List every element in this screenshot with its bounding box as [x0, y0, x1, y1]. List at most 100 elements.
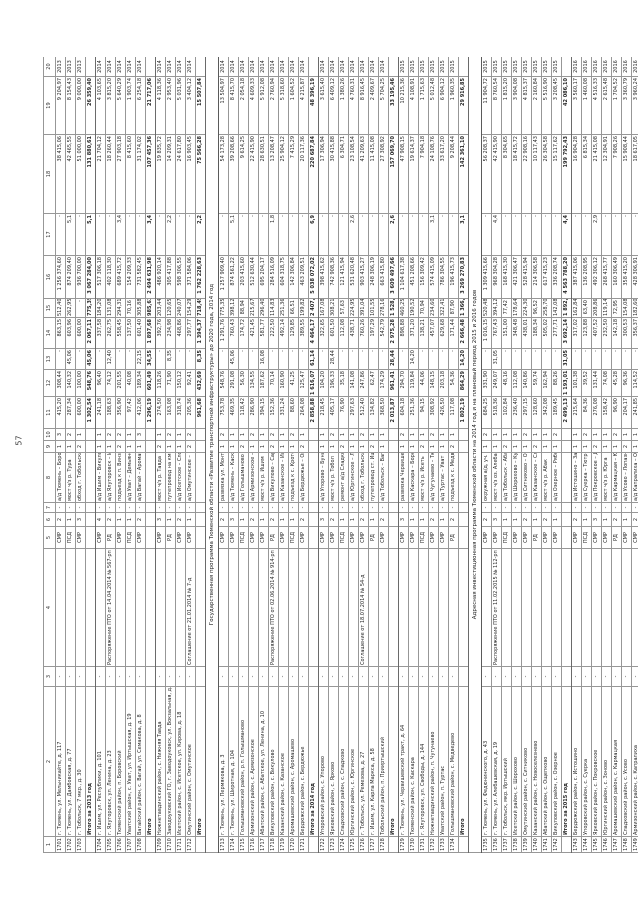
table-cell: - [105, 502, 116, 513]
table-cell: РД [368, 526, 379, 549]
table-cell: - [75, 348, 86, 370]
table-cell: 13 208,47 [268, 134, 279, 214]
table-cell: 558,45 [115, 317, 126, 349]
table-cell: 2015 [408, 57, 419, 77]
table-cell: 19 614,37 [408, 134, 419, 214]
table-cell: 2,6 [348, 213, 359, 256]
table-cell: 2 [185, 428, 196, 441]
table-cell [308, 526, 319, 549]
table-cell: 1 [521, 440, 532, 453]
table-cell: 874 209,40 [65, 255, 76, 299]
table-row: 1709 Нижнетавдинский район, с. Нижняя Тав… [155, 57, 166, 853]
table-cell: 17 306,94 [318, 134, 329, 214]
table-cell: 171,44 [448, 317, 459, 349]
table-cell: Викуловский район, с. Викулово [268, 686, 279, 837]
table-cell: развязка Червишевского тр. [398, 452, 409, 503]
table-cell: - [135, 213, 146, 256]
table-cell: г. Ишим, ул. Карла Маркса, д. 58 [368, 686, 379, 837]
subtotal-row: Итого за 2013 год 1 302,54 548,76 45,06 2 06… [85, 57, 96, 853]
table-cell: 2 [398, 428, 409, 441]
table-cell: а/д Тобольск – Вагай [378, 452, 389, 503]
table-cell: - [418, 666, 429, 687]
table-cell: 398,12 [228, 298, 239, 318]
table-cell: 203,18 [438, 369, 449, 397]
table-cell: 114,83 [268, 298, 279, 318]
table-cell: 148,15 [428, 369, 439, 397]
table-cell: 1 [631, 428, 638, 441]
table-cell: - [348, 348, 359, 370]
table-cell [458, 452, 469, 503]
table-cell: 898,88 [398, 317, 409, 349]
table-cell: - [248, 666, 259, 687]
table-cell: 402 118,30 [105, 255, 116, 299]
table-cell: - [448, 213, 459, 256]
table-row: 1730 Тюменский район, с. Каскара - СМР 1- а/д… [408, 57, 419, 853]
table-cell: 182,60 [631, 298, 638, 318]
table-cell: 1 960,35 [448, 76, 459, 135]
table-cell: 10 215,36 [398, 76, 409, 135]
table-cell: РД [531, 526, 542, 549]
table-cell: 2014 [238, 57, 249, 77]
table-cell [458, 548, 469, 667]
table-cell: 2013 [65, 57, 76, 77]
table-cell: 1746 [601, 836, 612, 853]
table-cell: 3 269 270,83 [458, 255, 469, 299]
table-cell: 47 908,15 [398, 134, 409, 214]
table-cell: 56 208,37 [481, 134, 492, 214]
table-cell: 1 [511, 440, 522, 453]
table-cell: 2014 [318, 57, 329, 77]
table-cell: 1 [328, 440, 339, 453]
table-cell: 234,98 [165, 317, 176, 349]
table-cell [115, 548, 126, 667]
table-cell: - [621, 502, 632, 513]
table-cell: - [438, 213, 449, 256]
table-cell: - [501, 666, 512, 687]
table-row: 1712 Омутинский район, с. Омутинское - Согл… [185, 57, 196, 853]
table-cell: 167,08 [318, 298, 329, 318]
table-cell: 1 [125, 440, 136, 453]
table-cell: 2014 [328, 57, 339, 77]
table-cell: 2014 [358, 57, 369, 77]
table-cell: 1 [288, 440, 299, 453]
table-row: 1701 г. Тюмень, ул. Мельникайте, д. 117- С… [55, 57, 66, 853]
table-cell: 1 [621, 512, 632, 527]
table-cell [561, 512, 572, 527]
table-cell: 2015 [501, 57, 512, 77]
table-cell: Итого [458, 686, 469, 837]
table-cell: 1714 [228, 836, 239, 853]
table-cell [388, 526, 399, 549]
table-cell: 41 209,63 [358, 134, 369, 214]
table-row: 1703 г. Тобольск, 7 мкр., д. 30- СМР 3- обхо… [75, 57, 86, 853]
table-cell [581, 548, 592, 667]
table-cell: 8 154,43 [65, 76, 76, 135]
table-cell: 3 208,45 [551, 76, 562, 135]
table-cell: 1 [155, 428, 166, 441]
table-cell: 438,01 [521, 317, 532, 349]
table-row: 1737 г. Тобольск, мкр. Иртышский - ПСД 1- а/д… [501, 57, 512, 853]
table-cell: 1 [95, 428, 106, 441]
table-cell: 74,12 [105, 369, 116, 397]
table-cell: - [541, 348, 552, 370]
table-cell: ПСД [338, 526, 349, 549]
table-cell: 8 415,60 [125, 134, 136, 214]
table-cell: 34,55 [145, 348, 156, 370]
table-cell [448, 548, 459, 667]
table-cell: 2014 [135, 57, 146, 77]
table-cell: 24 617,80 [175, 134, 186, 214]
table-cell: - [481, 666, 492, 687]
table-cell: а/д Истошино – Зарослое [571, 452, 582, 503]
table-cell: 5 318,60 [278, 76, 289, 135]
table-cell: 5,1 [228, 213, 239, 256]
table-cell: - [338, 348, 349, 370]
table-cell: 3 960,24 [631, 76, 638, 135]
section-title-row: Адресная инвестиционная программа Тюменс… [468, 57, 482, 853]
table-cell: 39 208,66 [228, 134, 239, 214]
table-cell: СМР [55, 526, 66, 549]
table-cell: 168 415,30 [501, 255, 512, 299]
table-cell: - [185, 666, 196, 687]
table-cell: 581,77 [258, 317, 269, 349]
table-cell: 1 704,52 [611, 76, 622, 135]
table-cell: 286,90 [248, 396, 259, 429]
table-cell: 2015 [398, 57, 409, 77]
table-cell: 1 [348, 512, 359, 527]
